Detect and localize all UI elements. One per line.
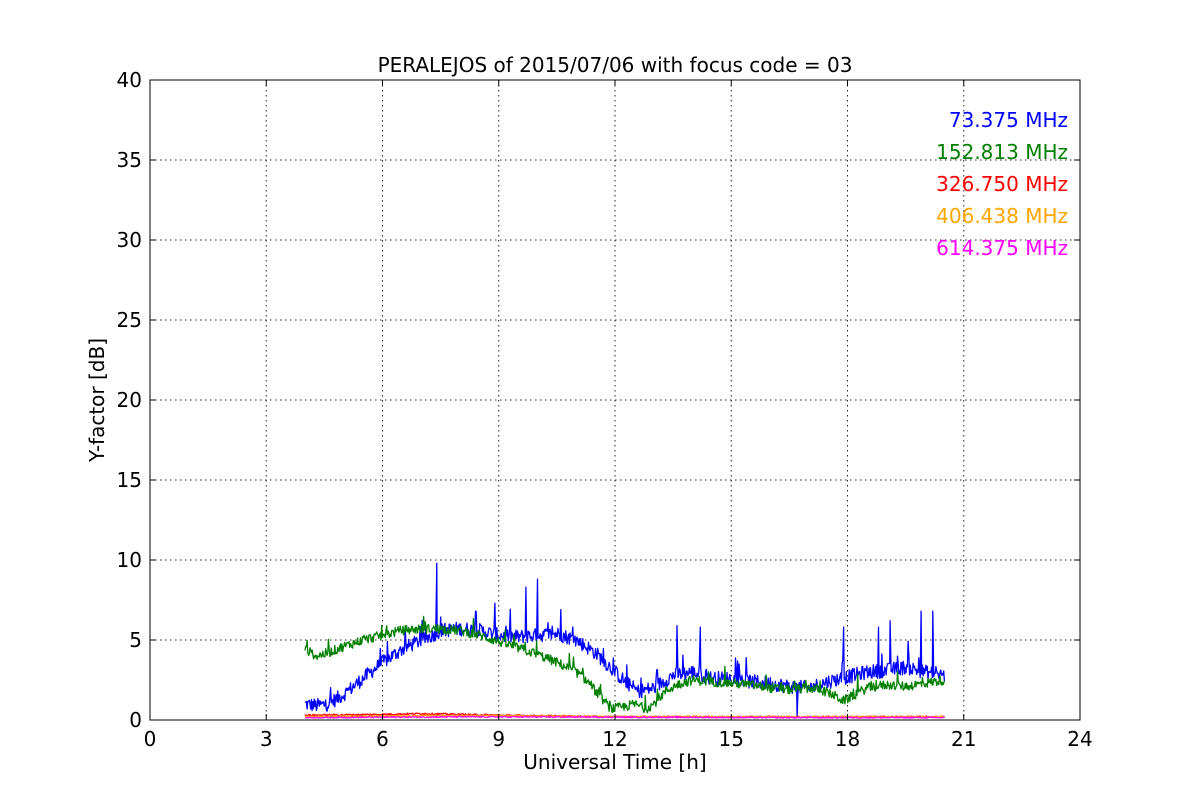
y-axis-label: Y-factor [dB]	[85, 338, 109, 463]
legend-layer: 73.375 MHz 152.813 MHz 326.750 MHz 406.438 …	[936, 108, 1068, 260]
tick-label-layer: 0 3 6 9 12 15 18 21 24 0 5 10 15 20 25 30 35 40	[117, 68, 1093, 751]
axes-layer	[149, 79, 1081, 721]
x-tick-label: 6	[376, 727, 389, 751]
legend-entry-2: 326.750 MHz	[936, 172, 1068, 196]
x-axis-label: Universal Time [h]	[523, 750, 706, 774]
x-tick-label: 9	[492, 727, 505, 751]
x-tick-label: 21	[951, 727, 976, 751]
series-line-0	[304, 562, 946, 718]
x-tick-label: 18	[835, 727, 860, 751]
series-line-4	[304, 715, 945, 719]
y-tick-label: 35	[117, 148, 142, 172]
y-tick-label: 40	[117, 68, 142, 92]
x-tick-label: 15	[719, 727, 744, 751]
grid-layer	[150, 80, 1080, 720]
x-tick-label: 3	[260, 727, 273, 751]
x-tick-label: 24	[1067, 727, 1092, 751]
y-tick-label: 25	[117, 308, 142, 332]
legend-entry-3: 406.438 MHz	[936, 204, 1068, 228]
y-tick-label: 0	[129, 708, 142, 732]
y-tick-label: 5	[129, 628, 142, 652]
x-tick-label: 0	[144, 727, 157, 751]
series-line-1	[304, 615, 946, 714]
series-layer	[304, 562, 946, 719]
x-tick-label: 12	[602, 727, 627, 751]
y-tick-label: 10	[117, 548, 142, 572]
legend-entry-4: 614.375 MHz	[936, 236, 1068, 260]
y-tick-label: 20	[117, 388, 142, 412]
legend-entry-0: 73.375 MHz	[949, 108, 1068, 132]
chart-title: PERALEJOS of 2015/07/06 with focus code …	[378, 53, 853, 77]
y-tick-label: 15	[117, 468, 142, 492]
y-tick-label: 30	[117, 228, 142, 252]
legend-entry-1: 152.813 MHz	[936, 140, 1068, 164]
